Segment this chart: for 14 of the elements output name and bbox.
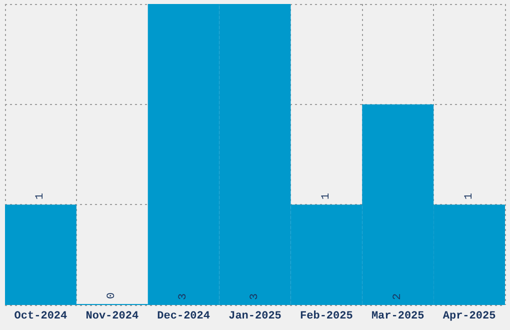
data-label: 2 [392, 293, 404, 300]
x-tick-label: Oct-2024 [14, 310, 68, 322]
data-label: 3 [178, 293, 190, 300]
x-tick-label: Jan-2025 [228, 310, 282, 322]
x-tick-label: Feb-2025 [300, 310, 354, 322]
data-label: 3 [249, 293, 261, 300]
data-label: 1 [463, 192, 476, 200]
x-tick-label: Apr-2025 [442, 310, 496, 322]
data-label: 1 [320, 192, 332, 200]
x-tick-label: Nov-2024 [86, 310, 139, 322]
data-label: 1 [34, 192, 47, 200]
x-tick-label: Dec-2024 [157, 310, 210, 322]
data-label: 0 [106, 292, 118, 299]
x-tick-label: Mar-2025 [371, 310, 425, 322]
